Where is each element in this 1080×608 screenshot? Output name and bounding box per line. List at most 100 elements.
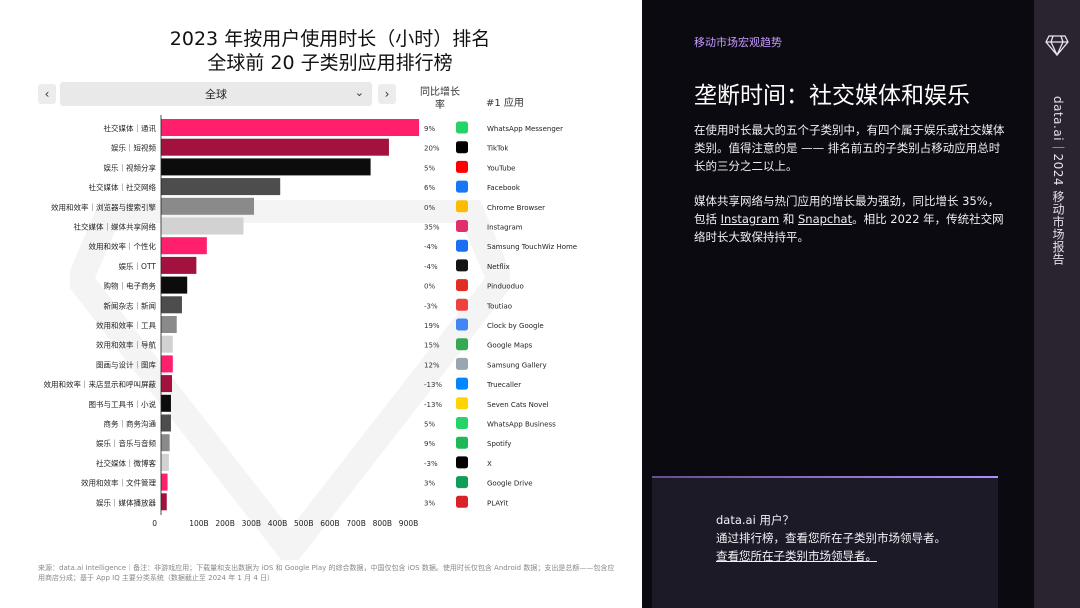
growth-value: 6% (424, 184, 435, 192)
insight-title: 垄断时间：社交媒体和娱乐 (694, 83, 970, 109)
category-label: 商务｜商务沟通 (104, 419, 157, 429)
samsung-gallery-icon (456, 357, 468, 370)
cta-divider (652, 476, 998, 478)
bar (161, 493, 167, 511)
bar (161, 434, 170, 452)
growth-value: 3% (424, 499, 435, 507)
growth-value: 35% (424, 224, 440, 232)
watermark-diamond-icon (70, 200, 510, 560)
growth-value: 9% (424, 440, 435, 448)
x-tick-label: 600B (320, 519, 339, 528)
growth-value: -4% (424, 243, 438, 251)
instagram-link[interactable]: Instagram (720, 212, 780, 226)
bar (161, 375, 173, 393)
footnote: 来源：data.ai Intelligence｜备注：非游戏应用；下载量和支出数… (38, 564, 615, 582)
chart-panel: 2023 年按用户使用时长（小时）排名 全球前 20 子类别应用排行榜 ‹ 全球… (38, 28, 615, 582)
top-app-name: Chrome Browser (487, 204, 545, 212)
bar (161, 473, 168, 491)
top-app-name: WhatsApp Business (487, 421, 556, 429)
x-icon (456, 456, 468, 469)
cta-heading: data.ai 用户？ (716, 513, 794, 527)
category-label: 图画与设计｜图库 (96, 359, 156, 369)
category-label: 社交媒体｜媒体共享网络 (74, 222, 157, 232)
chart-title-line2: 全球前 20 子类别应用排行榜 (207, 52, 453, 74)
toutiao-icon (456, 298, 468, 311)
x-tick-label: 700B (346, 519, 365, 528)
prev-button[interactable]: ‹ (38, 84, 56, 104)
top-app-name: Google Drive (487, 480, 533, 488)
netflix-icon (456, 259, 468, 272)
instagram-icon (456, 220, 468, 232)
growth-value: 12% (424, 361, 440, 369)
growth-value: 20% (424, 145, 440, 153)
x-tick-label: 400B (268, 519, 287, 528)
top-app-name: Facebook (487, 184, 521, 192)
x-tick-label: 500B (294, 519, 313, 528)
bar (161, 217, 244, 235)
growth-value: 5% (424, 164, 435, 172)
top-app-name: Toutiao (486, 302, 512, 310)
bar (161, 158, 371, 176)
next-button[interactable]: › (378, 84, 396, 104)
chevron-down-icon: ⌄ (354, 86, 364, 99)
region-select[interactable]: 全球 ⌄ (60, 82, 372, 106)
bar (161, 296, 182, 314)
region-select-value: 全球 (205, 88, 227, 101)
growth-value: 0% (424, 204, 435, 212)
category-label: 效用和效率｜浏览器与搜索引擎 (51, 202, 156, 212)
category-label: 娱乐｜OTT (119, 261, 157, 271)
growth-value: -4% (424, 263, 438, 271)
bar (161, 355, 173, 373)
category-label: 效用和效率｜工具 (96, 320, 156, 330)
bar (161, 453, 169, 471)
section-tag: 移动市场宏观趋势 (694, 36, 782, 49)
bar (161, 414, 171, 432)
cta-text: 通过排行榜，查看您所在子类别市场领导者。 (716, 531, 946, 545)
category-label: 娱乐｜媒体播放器 (96, 497, 156, 507)
facebook-icon (456, 180, 468, 193)
chrome-icon (456, 200, 468, 213)
category-label: 娱乐｜音乐与音频 (96, 438, 156, 448)
playit-icon (456, 495, 468, 508)
clock-icon (456, 318, 468, 331)
bar-chart: 社交媒体｜通讯 9% WhatsApp Messenger 娱乐｜短视频 20% TikT… (44, 115, 577, 528)
growth-value: 15% (424, 342, 440, 350)
growth-value: -13% (424, 401, 442, 409)
cta-link[interactable]: 查看您所在子类别市场领导者。 (716, 549, 877, 563)
top-app-name: PLAYit (487, 499, 508, 507)
top-app-name: X (487, 460, 492, 468)
top-app-name: Samsung TouchWiz Home (487, 243, 577, 251)
youtube-icon (456, 160, 468, 173)
bar (161, 197, 255, 215)
chevron-left-icon: ‹ (44, 87, 50, 101)
x-tick-label: 900B (399, 519, 418, 528)
bar (161, 119, 420, 136)
report-side-label: data.ai｜2024 移动市场报告 (1051, 96, 1065, 266)
growth-value: -3% (424, 460, 438, 468)
category-label: 效用和效率｜导航 (96, 340, 156, 350)
category-label: 社交媒体｜社交网络 (89, 182, 157, 192)
cta-box: data.ai 用户？ 通过排行榜，查看您所在子类别市场领导者。 查看您所在子类… (652, 476, 998, 608)
truecaller-icon (456, 377, 468, 390)
top-app-name: Samsung Gallery (487, 361, 547, 369)
growth-value: 9% (424, 125, 435, 133)
insight-paragraph-2: 媒体共享网络与热门应用的增长最为强劲，同比增长 35%，包括 Instagram… (694, 194, 1004, 244)
chevron-right-icon: › (384, 87, 390, 101)
insight-panel: data.ai｜2024 移动市场报告 移动市场宏观趋势 垄断时间：社交媒体和娱… (642, 0, 1080, 608)
bar (161, 138, 389, 156)
category-label: 社交媒体｜微博客 (96, 458, 156, 468)
category-label: 购物｜电子商务 (104, 281, 157, 291)
growth-value: -3% (424, 302, 438, 310)
top-app-name: Netflix (487, 263, 510, 271)
snapchat-link[interactable]: Snapchat (797, 212, 853, 226)
bar (161, 394, 171, 412)
insight-paragraph-1: 在使用时长最大的五个子类别中，有四个属于娱乐或社交媒体类别。值得注意的是 —— … (694, 123, 1005, 173)
bar (161, 237, 207, 255)
category-label: 效用和效率｜来店显示和呼叫屏蔽 (44, 379, 157, 389)
growth-value: 19% (424, 322, 440, 330)
pinduoduo-icon (456, 279, 468, 292)
bar (161, 316, 177, 333)
x-tick-label: 0 (152, 519, 157, 528)
category-label: 娱乐｜短视频 (111, 143, 156, 153)
growth-column-header: 同比增长率 (420, 87, 460, 111)
